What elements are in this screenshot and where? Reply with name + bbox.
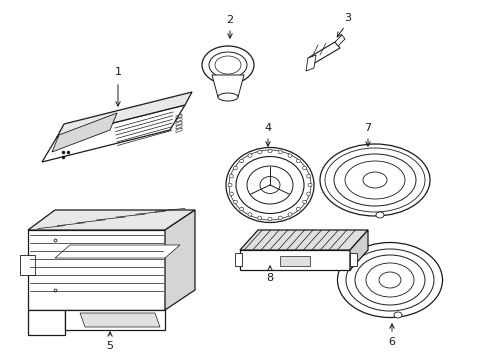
Ellipse shape [278, 216, 282, 220]
Ellipse shape [306, 192, 310, 195]
Ellipse shape [362, 172, 386, 188]
Polygon shape [334, 35, 345, 46]
Ellipse shape [333, 154, 415, 206]
Ellipse shape [306, 175, 310, 178]
Ellipse shape [307, 183, 311, 187]
Polygon shape [349, 253, 356, 266]
Polygon shape [307, 42, 339, 64]
Ellipse shape [218, 93, 238, 101]
Ellipse shape [257, 150, 261, 154]
Text: 2: 2 [226, 15, 233, 25]
Ellipse shape [287, 154, 291, 157]
Polygon shape [164, 210, 195, 310]
Text: 4: 4 [264, 123, 271, 133]
Polygon shape [280, 256, 309, 266]
Ellipse shape [233, 166, 237, 170]
Ellipse shape [325, 148, 424, 212]
Ellipse shape [228, 150, 310, 220]
Ellipse shape [267, 217, 271, 221]
Ellipse shape [302, 200, 306, 204]
Ellipse shape [239, 207, 243, 211]
Ellipse shape [278, 150, 282, 154]
Ellipse shape [233, 200, 237, 204]
Polygon shape [28, 230, 164, 310]
Polygon shape [20, 255, 35, 275]
Polygon shape [212, 75, 244, 97]
Polygon shape [52, 113, 117, 152]
Ellipse shape [393, 312, 401, 318]
Ellipse shape [375, 212, 383, 218]
Text: 5: 5 [106, 341, 113, 351]
Polygon shape [240, 230, 367, 250]
Ellipse shape [346, 249, 433, 311]
Ellipse shape [296, 207, 300, 211]
Ellipse shape [267, 149, 271, 153]
Ellipse shape [227, 183, 231, 187]
Polygon shape [349, 230, 367, 270]
Text: 1: 1 [114, 67, 121, 77]
Polygon shape [235, 253, 242, 266]
Ellipse shape [236, 157, 304, 213]
Ellipse shape [302, 166, 306, 170]
Ellipse shape [208, 52, 246, 78]
Ellipse shape [257, 216, 261, 220]
Ellipse shape [260, 176, 280, 194]
Text: 8: 8 [266, 273, 273, 283]
Text: 6: 6 [387, 337, 395, 347]
Polygon shape [305, 55, 315, 71]
Ellipse shape [247, 213, 251, 216]
Ellipse shape [246, 166, 292, 204]
Ellipse shape [337, 243, 442, 318]
Ellipse shape [239, 159, 243, 163]
Polygon shape [55, 245, 180, 258]
Ellipse shape [229, 192, 233, 195]
Polygon shape [28, 210, 195, 230]
Polygon shape [65, 310, 164, 330]
Text: 7: 7 [364, 123, 371, 133]
Ellipse shape [354, 255, 424, 305]
Ellipse shape [229, 175, 233, 178]
Polygon shape [80, 313, 160, 327]
Ellipse shape [378, 272, 400, 288]
Ellipse shape [202, 46, 253, 84]
Polygon shape [42, 105, 184, 162]
Ellipse shape [215, 56, 241, 74]
Text: 3: 3 [344, 13, 351, 23]
Ellipse shape [365, 263, 413, 297]
Polygon shape [57, 92, 192, 137]
Polygon shape [28, 310, 65, 335]
Ellipse shape [225, 148, 313, 222]
Ellipse shape [247, 154, 251, 157]
Ellipse shape [345, 161, 404, 199]
Polygon shape [240, 250, 349, 270]
Ellipse shape [319, 144, 429, 216]
Ellipse shape [296, 159, 300, 163]
Ellipse shape [287, 213, 291, 216]
